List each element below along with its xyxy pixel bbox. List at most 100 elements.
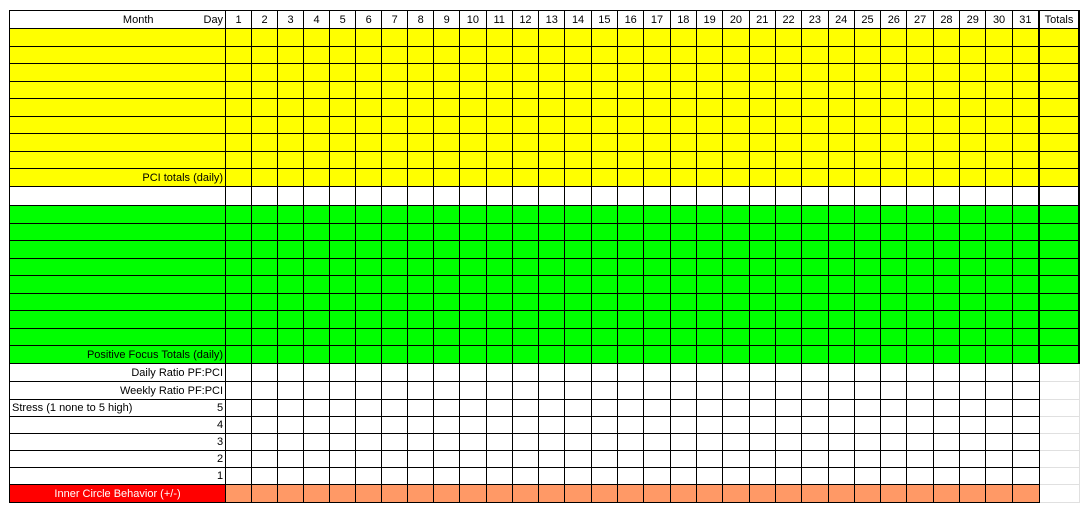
- day-cell-15[interactable]: [590, 416, 619, 434]
- day-cell-7[interactable]: [381, 168, 409, 187]
- day-cell-7[interactable]: [381, 45, 409, 64]
- day-cell-22[interactable]: [774, 205, 803, 224]
- day-cell-6[interactable]: [355, 433, 383, 451]
- day-cell-4[interactable]: [303, 115, 331, 134]
- day-cell-27[interactable]: [906, 363, 934, 382]
- day-cell-12[interactable]: [511, 45, 540, 64]
- day-cell-23[interactable]: [801, 45, 829, 64]
- day-cell-24[interactable]: [827, 310, 855, 329]
- day-cell-12[interactable]: [511, 310, 540, 329]
- day-cell-2[interactable]: [251, 257, 279, 276]
- day-cell-6[interactable]: [355, 45, 383, 64]
- day-cell-18[interactable]: [669, 345, 697, 364]
- day-cell-6[interactable]: [355, 450, 383, 468]
- day-cell-30[interactable]: [985, 240, 1013, 259]
- day-cell-23[interactable]: [801, 416, 829, 434]
- day-cell-23[interactable]: [801, 240, 829, 259]
- day-cell-4[interactable]: [303, 433, 331, 451]
- day-cell-26[interactable]: [880, 150, 908, 169]
- day-cell-1[interactable]: [225, 275, 253, 294]
- day-cell-24[interactable]: [827, 275, 855, 294]
- day-cell-15[interactable]: [590, 467, 619, 485]
- day-cell-25[interactable]: [853, 399, 882, 417]
- day-cell-11[interactable]: [485, 45, 513, 64]
- day-cell-31[interactable]: [1011, 433, 1040, 451]
- day-cell-14[interactable]: [564, 133, 592, 152]
- day-cell-5[interactable]: [329, 292, 357, 311]
- day-cell-5[interactable]: [329, 416, 357, 434]
- day-cell-27[interactable]: [906, 28, 934, 47]
- day-cell-1[interactable]: [225, 450, 253, 468]
- day-cell-18[interactable]: [669, 310, 697, 329]
- day-cell-12[interactable]: [511, 450, 540, 468]
- day-cell-15[interactable]: [590, 205, 619, 224]
- day-cell-22[interactable]: [774, 45, 803, 64]
- day-cell-17[interactable]: [643, 45, 671, 64]
- day-cell-4[interactable]: [303, 327, 331, 346]
- day-cell-3[interactable]: [277, 399, 305, 417]
- day-cell-18[interactable]: [669, 381, 697, 400]
- day-cell-28[interactable]: [932, 450, 961, 468]
- day-cell-22[interactable]: [774, 28, 803, 47]
- day-cell-2[interactable]: [251, 275, 279, 294]
- day-cell-24[interactable]: [827, 115, 855, 134]
- day-cell-21[interactable]: [748, 222, 776, 241]
- day-cell-12[interactable]: [511, 240, 540, 259]
- day-cell-7[interactable]: [381, 292, 409, 311]
- day-cell-26[interactable]: [880, 363, 908, 382]
- day-cell-10[interactable]: [459, 257, 487, 276]
- day-cell-20[interactable]: [722, 257, 750, 276]
- day-cell-9[interactable]: [433, 98, 461, 117]
- day-cell-11[interactable]: [485, 416, 513, 434]
- day-cell-27[interactable]: [906, 240, 934, 259]
- day-cell-29[interactable]: [959, 133, 987, 152]
- day-cell-21[interactable]: [748, 327, 776, 346]
- day-cell-17[interactable]: [643, 186, 671, 206]
- day-cell-23[interactable]: [801, 186, 829, 206]
- day-cell-17[interactable]: [643, 381, 671, 400]
- day-cell-29[interactable]: [959, 186, 987, 206]
- day-cell-17[interactable]: [643, 63, 671, 82]
- day-cell-24[interactable]: [827, 381, 855, 400]
- day-cell-18[interactable]: [669, 63, 697, 82]
- day-cell-17[interactable]: [643, 275, 671, 294]
- day-cell-30[interactable]: [985, 205, 1013, 224]
- day-cell-13[interactable]: [538, 150, 566, 169]
- day-cell-29[interactable]: [959, 115, 987, 134]
- day-cell-19[interactable]: [695, 310, 724, 329]
- day-cell-29[interactable]: [959, 257, 987, 276]
- day-cell-25[interactable]: [853, 168, 882, 187]
- day-cell-12[interactable]: [511, 399, 540, 417]
- day-cell-25[interactable]: [853, 205, 882, 224]
- day-cell-5[interactable]: [329, 98, 357, 117]
- day-cell-9[interactable]: [433, 257, 461, 276]
- day-cell-27[interactable]: [906, 292, 934, 311]
- day-cell-14[interactable]: [564, 115, 592, 134]
- day-cell-30[interactable]: [985, 133, 1013, 152]
- day-cell-14[interactable]: [564, 222, 592, 241]
- day-cell-15[interactable]: [590, 345, 619, 364]
- day-cell-21[interactable]: [748, 467, 776, 485]
- day-cell-4[interactable]: [303, 168, 331, 187]
- day-cell-24[interactable]: [827, 257, 855, 276]
- day-cell-18[interactable]: [669, 133, 697, 152]
- day-cell-9[interactable]: [433, 467, 461, 485]
- day-cell-27[interactable]: [906, 80, 934, 99]
- day-cell-3[interactable]: [277, 80, 305, 99]
- day-cell-20[interactable]: [722, 222, 750, 241]
- day-cell-22[interactable]: [774, 133, 803, 152]
- day-cell-25[interactable]: [853, 310, 882, 329]
- day-cell-8[interactable]: [407, 186, 435, 206]
- day-cell-12[interactable]: [511, 345, 540, 364]
- day-cell-3[interactable]: [277, 416, 305, 434]
- day-cell-22[interactable]: [774, 484, 803, 503]
- day-cell-7[interactable]: [381, 310, 409, 329]
- day-cell-23[interactable]: [801, 80, 829, 99]
- day-cell-7[interactable]: [381, 133, 409, 152]
- day-cell-4[interactable]: [303, 186, 331, 206]
- day-cell-29[interactable]: [959, 98, 987, 117]
- day-cell-13[interactable]: [538, 133, 566, 152]
- day-cell-19[interactable]: [695, 416, 724, 434]
- day-cell-2[interactable]: [251, 467, 279, 485]
- day-cell-27[interactable]: [906, 416, 934, 434]
